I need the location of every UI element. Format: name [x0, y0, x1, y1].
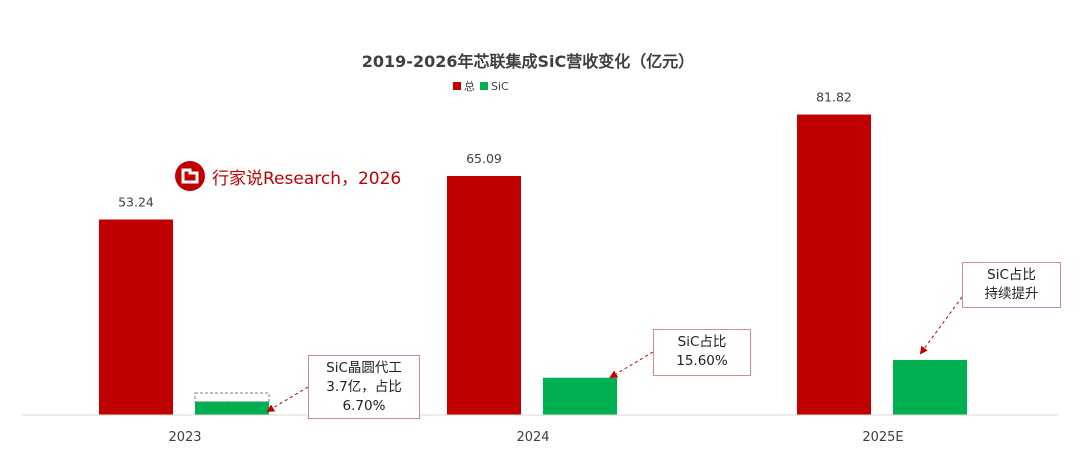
- x-tick-label: 2023: [168, 430, 201, 445]
- legend-swatch: [453, 82, 461, 90]
- callout-arrow: [919, 296, 963, 355]
- callout-line: SiC占比: [987, 267, 1036, 283]
- legend: 总 SiC: [453, 79, 509, 93]
- callout-line: SiC晶圆代工: [326, 360, 402, 376]
- callout-line: 持续提升: [984, 286, 1039, 302]
- legend-label: 总: [464, 79, 475, 93]
- callout-arrows: [266, 296, 963, 413]
- bar-total-2024: [447, 175, 521, 415]
- callout-line: SiC占比: [677, 334, 727, 350]
- legend-swatch: [480, 82, 488, 90]
- callout-sic-2024: SiC占比 15.60%: [653, 329, 751, 376]
- watermark-text: 行家说Research，2026: [212, 168, 402, 189]
- watermark: 行家说Research，2026: [175, 161, 401, 191]
- chart-title: 2019-2026年芯联集成SiC营收变化（亿元）: [362, 52, 694, 71]
- legend-label: SiC: [491, 80, 509, 93]
- callout-line: 3.7亿，占比: [326, 379, 402, 395]
- bars-group: [99, 114, 967, 415]
- value-label: 53.24: [118, 195, 154, 210]
- callout-line: 15.60%: [676, 353, 728, 369]
- callout-sic-2025e: SiC占比 持续提升: [962, 262, 1061, 308]
- bar-sic-2023: [195, 401, 269, 415]
- x-axis-ticks: 2023 2024 2025E: [168, 430, 903, 445]
- x-tick-label: 2024: [516, 430, 549, 445]
- callout-arrow: [609, 351, 654, 379]
- value-labels-group: 53.24 65.09 81.82: [118, 90, 852, 210]
- bar-total-2023: [99, 219, 173, 415]
- watermark-logo-icon: [175, 161, 205, 191]
- callout-sic-2023: SiC晶圆代工 3.7亿，占比 6.70%: [308, 355, 420, 419]
- callout-line: 6.70%: [342, 398, 386, 414]
- x-tick-label: 2025E: [862, 430, 903, 445]
- bar-highlight-outline: [194, 392, 270, 403]
- value-label: 81.82: [816, 90, 852, 105]
- value-label: 65.09: [466, 151, 502, 166]
- bar-sic-2024: [543, 377, 617, 415]
- callout-arrow: [266, 386, 309, 413]
- bar-total-2025E: [797, 114, 871, 415]
- bar-sic-2025E: [893, 359, 967, 415]
